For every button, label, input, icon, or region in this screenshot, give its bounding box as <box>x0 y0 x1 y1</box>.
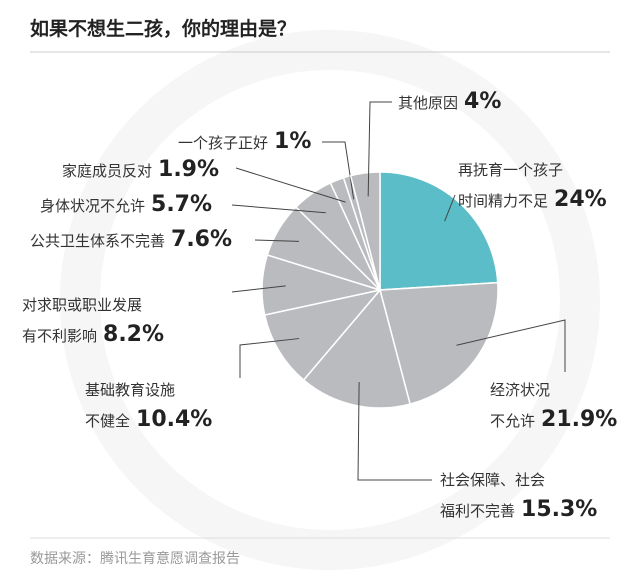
category-label: 经济状况 不允许 <box>490 381 551 430</box>
slice-label: 公共卫生体系不完善 7.6% <box>30 225 232 256</box>
value-label: 8.2% <box>103 322 165 347</box>
slice-label: 家庭成员反对 1.9% <box>62 155 219 186</box>
pie-slice <box>349 171 381 291</box>
category-label: 身体状况不允许 <box>40 197 146 215</box>
slice-label: 其他原因 4% <box>398 87 501 118</box>
slice-label: 一个孩子正好 1% <box>178 127 311 158</box>
slice-label: 身体状况不允许 5.7% <box>40 190 212 221</box>
category-label: 其他原因 <box>398 94 459 112</box>
leader-line <box>322 141 355 200</box>
value-label: 1.9% <box>158 157 220 182</box>
category-label: 基础教育设施 不健全 <box>85 381 176 430</box>
value-label: 1% <box>274 129 312 154</box>
leader-line <box>357 382 432 481</box>
value-label: 15.3% <box>521 497 598 522</box>
slice-label: 对求职或职业发展 有不利影响 8.2% <box>22 290 164 351</box>
pie-slice <box>379 171 499 291</box>
leader-line <box>444 194 456 222</box>
category-label: 社会保障、社会 福利不完善 <box>440 471 546 520</box>
category-label: 家庭成员反对 <box>62 162 153 180</box>
leader-line <box>254 239 300 242</box>
chart-title: 如果不想生二孩，你的理由是？ <box>30 18 297 40</box>
watermark <box>60 30 600 570</box>
value-label: 10.4% <box>136 407 213 432</box>
source: 数据来源：腾讯生育意愿调查报告 <box>30 551 240 567</box>
category-label: 一个孩子正好 <box>178 134 269 152</box>
leader-line <box>235 167 346 203</box>
value-label: 5.7% <box>151 192 213 217</box>
category-label: 对求职或职业发展 有不利影响 <box>22 296 143 345</box>
slice-label: 社会保障、社会 福利不完善 15.3% <box>440 465 597 526</box>
value-label: 24% <box>554 187 607 212</box>
pie-slice <box>263 288 383 382</box>
slice-label: 再抚育一个孩子 时间精力不足 24% <box>458 155 607 216</box>
leader-line <box>231 204 326 214</box>
category-label: 公共卫生体系不完善 <box>30 232 166 250</box>
value-label: 4% <box>464 89 502 114</box>
slice-label: 经济状况 不允许 21.9% <box>490 375 617 436</box>
pie-slice <box>302 288 411 409</box>
category-label: 再抚育一个孩子 时间精力不足 <box>458 161 564 210</box>
slice-label: 基础教育设施 不健全 10.4% <box>85 375 212 436</box>
pie-slice <box>379 281 499 406</box>
value-label: 7.6% <box>171 227 233 252</box>
leader-line <box>231 285 286 293</box>
leader-line <box>239 338 300 378</box>
value-label: 21.9% <box>541 407 618 432</box>
leader-line <box>367 101 392 197</box>
leader-line <box>456 319 566 372</box>
